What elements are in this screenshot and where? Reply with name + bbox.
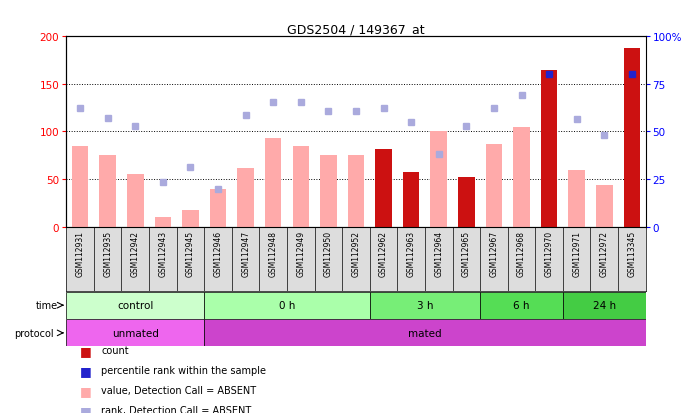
Text: GSM112949: GSM112949 — [297, 230, 305, 276]
Text: GSM112968: GSM112968 — [517, 230, 526, 276]
Bar — [320, 156, 336, 227]
Bar — [486, 145, 502, 227]
Bar — [292, 147, 309, 227]
Text: GSM112967: GSM112967 — [489, 230, 498, 276]
Text: count: count — [101, 346, 129, 356]
Text: GSM112962: GSM112962 — [379, 230, 388, 276]
Bar — [480, 292, 563, 319]
Bar — [596, 185, 613, 227]
Text: ■: ■ — [80, 384, 92, 397]
Bar — [66, 320, 205, 347]
Text: GSM112931: GSM112931 — [75, 230, 84, 276]
Text: GSM112942: GSM112942 — [131, 230, 140, 276]
Text: GSM112948: GSM112948 — [269, 230, 278, 276]
Text: 24 h: 24 h — [593, 300, 616, 311]
Text: time: time — [36, 300, 58, 311]
Text: 0 h: 0 h — [279, 300, 295, 311]
Text: GSM112943: GSM112943 — [158, 230, 168, 276]
Text: GSM112965: GSM112965 — [462, 230, 471, 276]
Bar — [205, 292, 370, 319]
Bar — [403, 173, 419, 227]
Text: 6 h: 6 h — [513, 300, 530, 311]
Text: GSM112971: GSM112971 — [572, 230, 581, 276]
Bar — [623, 49, 640, 227]
Text: value, Detection Call = ABSENT: value, Detection Call = ABSENT — [101, 385, 256, 395]
Bar — [265, 139, 281, 227]
Bar — [568, 170, 585, 227]
Bar — [72, 147, 89, 227]
Text: GSM112950: GSM112950 — [324, 230, 333, 276]
Text: rank, Detection Call = ABSENT: rank, Detection Call = ABSENT — [101, 405, 251, 413]
Text: GSM112963: GSM112963 — [407, 230, 415, 276]
Bar — [513, 127, 530, 227]
Bar — [541, 71, 558, 227]
Text: GSM112946: GSM112946 — [214, 230, 223, 276]
Bar — [563, 292, 646, 319]
Text: GSM113345: GSM113345 — [628, 230, 637, 276]
Bar — [154, 218, 171, 227]
Text: GSM112945: GSM112945 — [186, 230, 195, 276]
Bar — [210, 189, 226, 227]
Text: mated: mated — [408, 328, 442, 338]
Text: GSM112972: GSM112972 — [600, 230, 609, 276]
Bar — [182, 210, 199, 227]
Bar — [99, 156, 116, 227]
Text: GSM112970: GSM112970 — [544, 230, 554, 276]
Text: percentile rank within the sample: percentile rank within the sample — [101, 366, 266, 375]
Text: GSM112935: GSM112935 — [103, 230, 112, 276]
Bar — [458, 178, 475, 227]
Bar — [348, 156, 364, 227]
Text: ■: ■ — [80, 344, 92, 357]
Text: GSM112947: GSM112947 — [241, 230, 250, 276]
Text: control: control — [117, 300, 154, 311]
Bar — [205, 320, 646, 347]
Text: 3 h: 3 h — [417, 300, 433, 311]
Text: ■: ■ — [80, 404, 92, 413]
Bar — [431, 132, 447, 227]
Bar — [66, 292, 205, 319]
Title: GDS2504 / 149367_at: GDS2504 / 149367_at — [287, 23, 425, 36]
Bar — [370, 292, 480, 319]
Text: GSM112964: GSM112964 — [434, 230, 443, 276]
Bar — [127, 175, 144, 227]
Text: unmated: unmated — [112, 328, 158, 338]
Text: ■: ■ — [80, 364, 92, 377]
Text: GSM112952: GSM112952 — [352, 230, 360, 276]
Text: protocol: protocol — [14, 328, 54, 338]
Bar — [237, 168, 254, 227]
Bar — [376, 149, 392, 227]
